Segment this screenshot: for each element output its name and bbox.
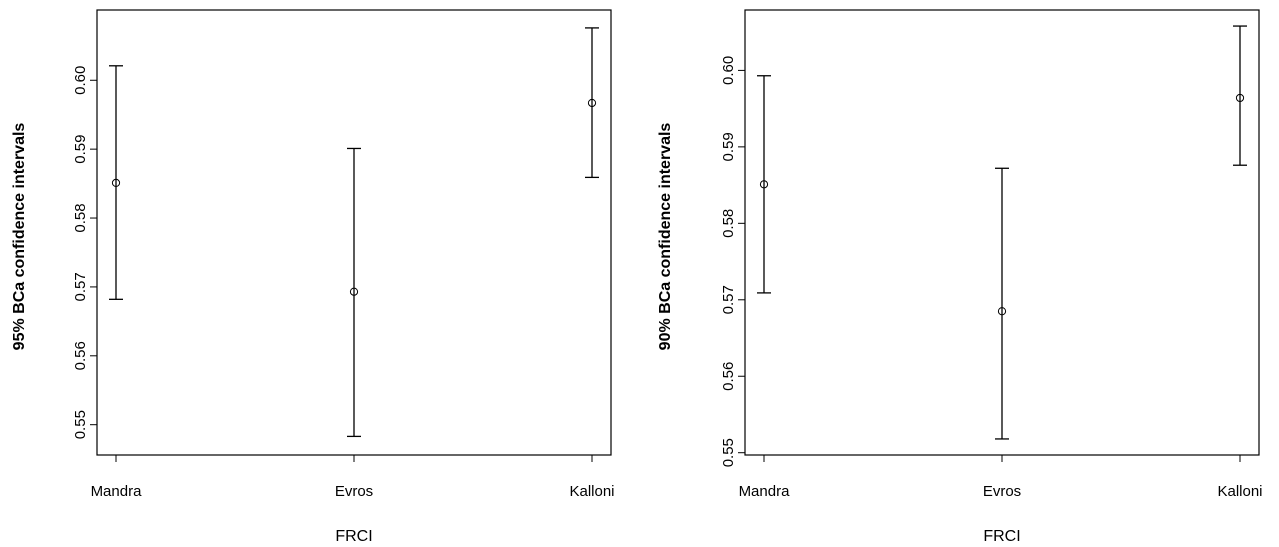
left-x-axis-label: FRCI bbox=[335, 528, 372, 545]
right-ytick-label-5: 0.60 bbox=[720, 56, 737, 85]
right-point-2 bbox=[1235, 93, 1245, 103]
right-ytick-label-3: 0.58 bbox=[720, 209, 737, 238]
left-ytick-label-2: 0.57 bbox=[72, 272, 89, 301]
left-xtick-label-0: Mandra bbox=[91, 483, 143, 500]
left-point-2 bbox=[587, 98, 597, 108]
right-y-axis-label: 90% BCa confidence intervals bbox=[657, 123, 674, 351]
left-ytick-label-0: 0.55 bbox=[72, 410, 89, 439]
right-point-1 bbox=[997, 307, 1007, 316]
right-xtick-label-1: Evros bbox=[983, 483, 1021, 500]
left-y-axis-label: 95% BCa confidence intervals bbox=[11, 123, 28, 351]
left-xtick-label-2: Kalloni bbox=[569, 483, 614, 500]
right-xtick-label-2: Kalloni bbox=[1217, 483, 1262, 500]
right-ytick-label-0: 0.55 bbox=[720, 438, 737, 467]
right-point-0 bbox=[759, 180, 769, 189]
left-point-0 bbox=[111, 178, 121, 188]
right-x-axis-label: FRCI bbox=[983, 528, 1020, 545]
left-ytick-label-1: 0.56 bbox=[72, 341, 89, 370]
left-ytick-label-4: 0.59 bbox=[72, 135, 89, 164]
left-ytick-label-5: 0.60 bbox=[72, 66, 89, 95]
right-ytick-label-4: 0.59 bbox=[720, 132, 737, 161]
right-ytick-label-2: 0.57 bbox=[720, 285, 737, 314]
right-ytick-label-1: 0.56 bbox=[720, 362, 737, 391]
right-xtick-label-0: Mandra bbox=[739, 483, 791, 500]
left-point-1 bbox=[349, 287, 359, 296]
left-xtick-label-1: Evros bbox=[335, 483, 373, 500]
left-ytick-label-3: 0.58 bbox=[72, 203, 89, 232]
